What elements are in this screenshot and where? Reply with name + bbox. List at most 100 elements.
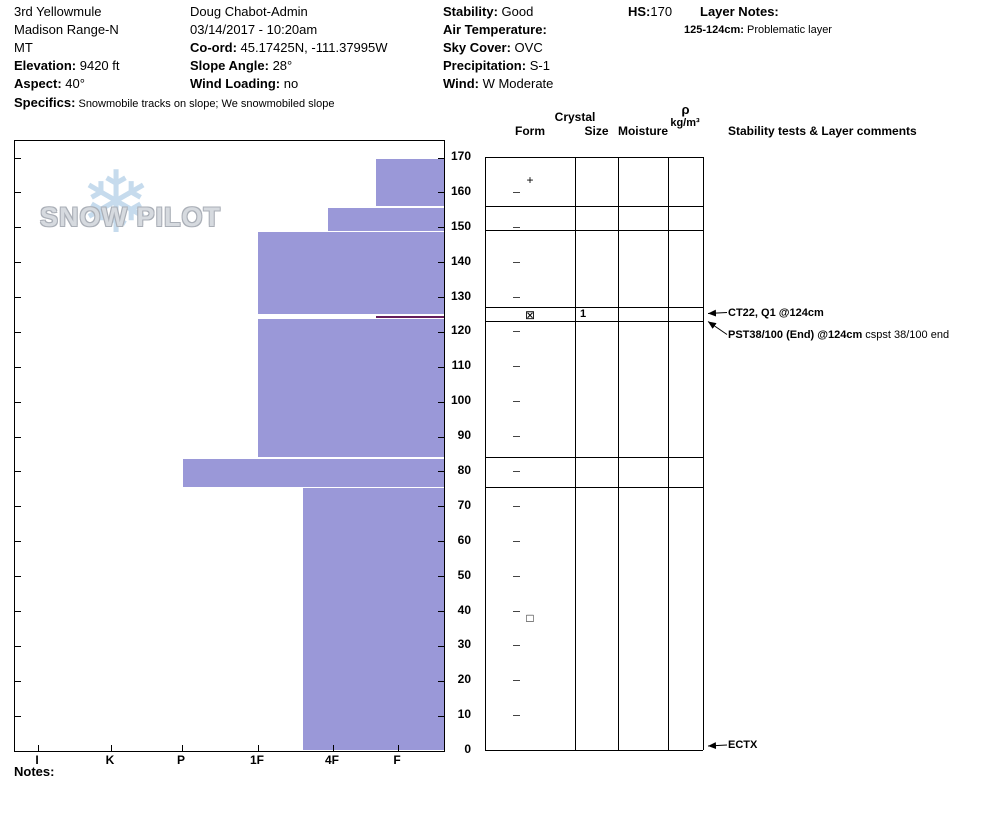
- header-field: Co-ord: 45.17425N, -111.37995W: [190, 40, 388, 55]
- depth-tick-label: 50: [457, 567, 471, 582]
- header-field: 3rd Yellowmule: [14, 4, 101, 19]
- crystal-form-symbol: ⊠: [524, 307, 536, 322]
- depth-tick-label: 120: [450, 323, 471, 338]
- depth-tick: [438, 192, 444, 194]
- form-depth-tick: [513, 401, 520, 403]
- hardness-tick: [333, 745, 334, 751]
- depth-tick-label: 160: [450, 183, 471, 198]
- column-header-crystal: Crystal: [554, 110, 596, 124]
- field-label: Aspect:: [14, 76, 62, 91]
- field-label: Wind Loading:: [190, 76, 281, 91]
- snow-layer-bar: [303, 488, 444, 751]
- depth-tick: [438, 331, 444, 333]
- hardness-tick: [398, 745, 399, 751]
- weak-layer-bar: [376, 315, 444, 319]
- snow-layer-bar: [183, 458, 444, 487]
- form-depth-tick: [513, 645, 520, 647]
- layer-note-text: Problematic layer: [743, 24, 832, 36]
- test-result: PST38/100 (End) @124cm: [728, 328, 863, 341]
- field-value: Snowmobile tracks on slope; We snowmobil…: [75, 98, 335, 110]
- depth-tick: [438, 506, 444, 508]
- hardness-tick-label: P: [176, 753, 185, 767]
- annotation-arrow: [707, 742, 728, 750]
- hardness-plot: [14, 140, 445, 752]
- header-field: Wind Loading: no: [190, 76, 298, 91]
- depth-tick: [438, 715, 444, 717]
- hardness-tick: [38, 745, 39, 751]
- form-depth-tick: [513, 575, 520, 577]
- grid-hline: [485, 457, 703, 458]
- field-value: MT: [14, 40, 33, 55]
- column-header-density-unit: kg/m³: [670, 117, 700, 129]
- field-value: no: [280, 76, 299, 91]
- depth-tick: [438, 262, 444, 264]
- snowflake-icon: ❄: [80, 153, 153, 253]
- depth-tick: [15, 576, 21, 578]
- depth-tick-label: 150: [450, 218, 471, 233]
- grid-vline: [703, 157, 704, 750]
- header-field: Aspect: 40°: [14, 76, 85, 91]
- depth-tick: [15, 471, 21, 473]
- column-header-size: Size: [584, 124, 609, 138]
- depth-tick: [438, 297, 444, 298]
- header-field: Stability: Good: [443, 4, 533, 19]
- stability-test-annotation: CT22, Q1 @124cm: [728, 307, 824, 319]
- form-depth-tick: [513, 296, 520, 298]
- header-field: Slope Angle: 28°: [190, 58, 292, 73]
- logo-text: SNOW PILOT: [40, 202, 221, 232]
- form-depth-tick: [513, 505, 520, 507]
- form-depth-tick: [513, 470, 520, 472]
- depth-tick: [438, 157, 444, 159]
- form-depth-tick: [513, 715, 520, 717]
- field-value: 170: [650, 4, 673, 19]
- depth-tick-label: 80: [457, 462, 471, 477]
- grid-hline: [485, 230, 703, 232]
- field-label: Slope Angle:: [190, 58, 269, 73]
- depth-tick-label: 10: [457, 707, 471, 722]
- form-depth-tick: [513, 680, 520, 682]
- depth-tick: [15, 715, 21, 717]
- form-depth-tick: [513, 331, 520, 333]
- depth-tick: [15, 506, 21, 508]
- grid-vline: [575, 157, 576, 750]
- test-result: ECTX: [728, 739, 758, 751]
- crystal-form-symbol: +: [526, 173, 534, 188]
- depth-tick-label: 60: [457, 532, 471, 547]
- header-field: Elevation: 9420 ft: [14, 58, 120, 73]
- specifics-field: Specifics: Snowmobile tracks on slope; W…: [14, 95, 334, 110]
- depth-tick: [15, 645, 21, 647]
- depth-tick-label: 170: [450, 149, 471, 163]
- header-field: MT: [14, 40, 33, 55]
- grid-hline: [485, 157, 703, 158]
- grid-vline: [618, 157, 619, 750]
- depth-tick: [15, 401, 21, 403]
- layer-notes-title: Layer Notes:: [700, 4, 779, 19]
- depth-tick: [15, 680, 21, 682]
- grid-hline: [485, 486, 703, 488]
- field-value: 40°: [61, 76, 85, 91]
- header-field: Doug Chabot-Admin: [190, 4, 308, 19]
- depth-tick-label: 0: [464, 742, 471, 756]
- depth-tick: [15, 366, 21, 368]
- column-header-moisture: Moisture: [617, 124, 668, 138]
- field-label: HS:: [628, 4, 651, 19]
- depth-tick: [438, 576, 444, 578]
- field-value: 9420 ft: [76, 58, 120, 73]
- header-field: Sky Cover: OVC: [443, 40, 543, 55]
- depth-tick: [438, 541, 444, 543]
- field-value: Madison Range-N: [14, 22, 119, 37]
- hardness-tick-label: K: [105, 753, 115, 767]
- field-label: Wind:: [443, 76, 479, 91]
- depth-tick-label: 40: [457, 602, 471, 617]
- grid-vline: [668, 157, 669, 750]
- header-field: Wind: W Moderate: [443, 76, 553, 91]
- annotation-arrow: [707, 309, 728, 317]
- field-label: Air Temperature:: [443, 22, 547, 37]
- depth-tick: [438, 227, 444, 229]
- grid-hline: [485, 307, 703, 308]
- header-field: Madison Range-N: [14, 22, 119, 37]
- header-field: Precipitation: S-1: [443, 58, 550, 73]
- field-value: 28°: [268, 58, 293, 73]
- depth-tick-label: 30: [457, 637, 471, 652]
- field-value: 3rd Yellowmule: [14, 4, 102, 19]
